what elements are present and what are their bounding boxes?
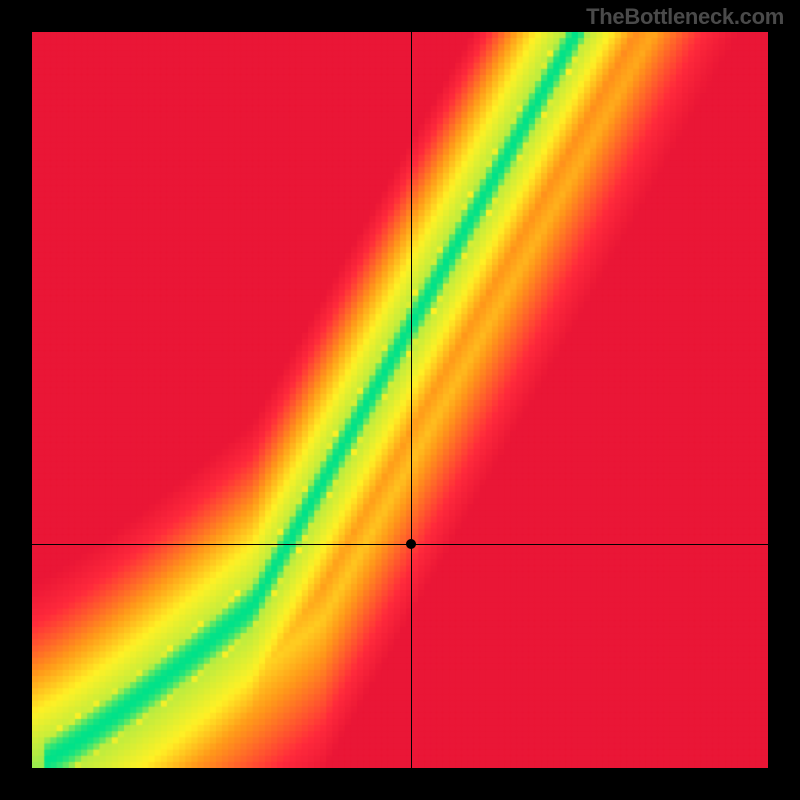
- heatmap-canvas: [32, 32, 768, 768]
- crosshair-horizontal: [32, 544, 768, 545]
- plot-area: [32, 32, 768, 768]
- chart-container: TheBottleneck.com: [0, 0, 800, 800]
- crosshair-marker: [406, 539, 416, 549]
- crosshair-vertical: [411, 32, 412, 768]
- watermark-text: TheBottleneck.com: [586, 4, 784, 30]
